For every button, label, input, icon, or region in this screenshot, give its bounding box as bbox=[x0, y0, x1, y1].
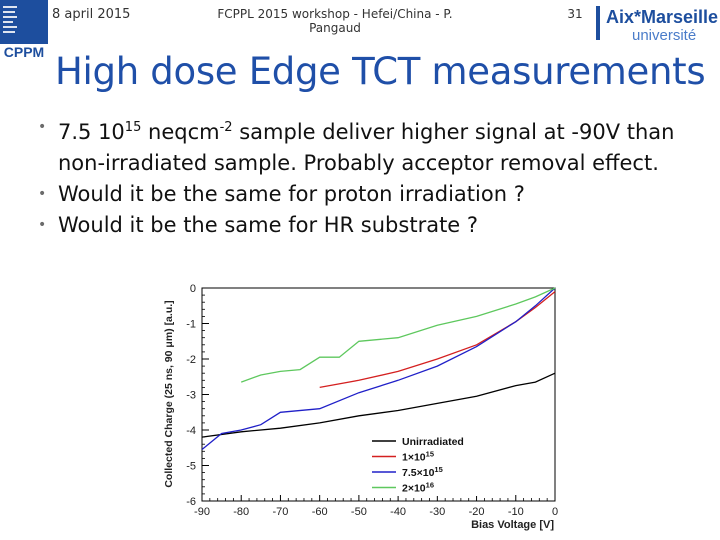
legend-label: 1×1015 bbox=[402, 450, 434, 464]
legend-label: 7.5×1015 bbox=[402, 465, 443, 479]
y-tick-label: -4 bbox=[186, 425, 196, 437]
amu-logo-text: Aix*Marseille bbox=[606, 7, 718, 27]
bullet-superscript: 15 bbox=[124, 120, 142, 135]
y-tick-label: -5 bbox=[186, 461, 196, 473]
slide-footer-title: FCPPL 2015 workshop - Hefei/China - P. P… bbox=[217, 7, 453, 35]
bullet-dot-icon: • bbox=[38, 119, 47, 135]
x-tick-label: 0 bbox=[552, 506, 558, 518]
bullet-superscript: -2 bbox=[219, 120, 233, 135]
amu-logo-subtext: université bbox=[632, 27, 696, 44]
y-tick-label: -3 bbox=[186, 390, 196, 402]
y-tick-label: -1 bbox=[186, 319, 196, 331]
cppm-logo: CPPM bbox=[0, 0, 48, 60]
bullet-text: Would it be the same for proton irradiat… bbox=[58, 182, 525, 206]
slide-title: High dose Edge TCT measurements bbox=[55, 50, 706, 93]
bullet-item: • 7.5 1015 neqcm-2 sample deliver higher… bbox=[20, 112, 710, 179]
series-line bbox=[240, 287, 556, 383]
bullet-dot-icon: • bbox=[38, 186, 47, 202]
bullet-text-part: neqcm bbox=[141, 120, 220, 144]
x-tick-label: -30 bbox=[429, 506, 445, 518]
aix-marseille-logo: Aix*Marseille université bbox=[596, 0, 720, 48]
page-number: 31 bbox=[567, 7, 583, 21]
y-tick-label: -2 bbox=[186, 354, 196, 366]
slide-header: CPPM 8 april 2015 FCPPL 2015 workshop - … bbox=[0, 0, 720, 60]
x-tick-label: -40 bbox=[390, 506, 406, 518]
x-tick-label: -10 bbox=[508, 506, 524, 518]
bullet-text: Would it be the same for HR substrate ? bbox=[58, 213, 479, 237]
x-tick-label: -80 bbox=[233, 506, 249, 518]
legend-label: 2×1016 bbox=[402, 481, 434, 495]
x-tick-label: -60 bbox=[312, 506, 328, 518]
charge-vs-bias-chart: -90 -80 -70 -60 -50 -40 -30 -20 -10 0 0 -1 -2 -3 -4 -5 -… bbox=[140, 270, 570, 535]
series-line bbox=[201, 372, 556, 438]
cppm-logo-text: CPPM bbox=[4, 44, 44, 60]
series-line bbox=[201, 287, 556, 451]
bullet-dot-icon: • bbox=[38, 217, 47, 233]
chart-svg: -90 -80 -70 -60 -50 -40 -30 -20 -10 0 0 -1 -2 -3 -4 -5 -… bbox=[163, 283, 558, 531]
legend-label: Unirradiated bbox=[402, 436, 464, 448]
bullet-text-part: 7.5 10 bbox=[58, 120, 125, 144]
legend-box bbox=[366, 432, 514, 496]
y-tick-label: -6 bbox=[186, 496, 196, 508]
x-tick-label: -20 bbox=[469, 506, 485, 518]
bullet-list: • 7.5 1015 neqcm-2 sample deliver higher… bbox=[20, 112, 710, 241]
x-tick-label: -70 bbox=[272, 506, 288, 518]
series-line bbox=[319, 291, 556, 389]
x-axis-label: Bias Voltage [V] bbox=[471, 519, 554, 531]
bullet-text-part: sample deliver higher signal at -90V tha… bbox=[58, 120, 675, 175]
x-tick-label: -90 bbox=[194, 506, 210, 518]
x-tick-label: -50 bbox=[351, 506, 367, 518]
y-axis-label: Collected Charge (25 ns, 90 μm) [a.u.] bbox=[163, 300, 175, 487]
slide-date: 8 april 2015 bbox=[52, 7, 131, 22]
bullet-item: • Would it be the same for proton irradi… bbox=[20, 179, 710, 210]
y-tick-label: 0 bbox=[190, 283, 196, 295]
bullet-item: • Would it be the same for HR substrate … bbox=[20, 210, 710, 241]
